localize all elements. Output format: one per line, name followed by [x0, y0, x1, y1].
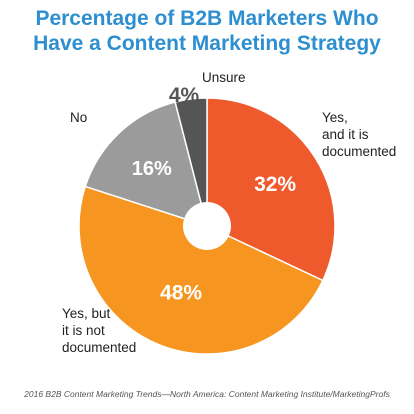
slice-category-label: Yes, and it is documented	[322, 110, 396, 159]
slice-unsure	[174, 97, 208, 227]
slice-value-label: 48%	[160, 281, 202, 304]
source-note: 2016 B2B Content Marketing Trends—North …	[24, 389, 390, 399]
slice-category-label: Yes, but it is not documented	[62, 306, 136, 355]
chart-title-line-1: Percentage of B2B Marketers Who	[35, 7, 379, 30]
slice-value-label: 16%	[132, 158, 172, 180]
chart-title: Percentage of B2B Marketers Who Have a C…	[0, 6, 414, 56]
slice-value-label: 32%	[254, 173, 296, 196]
chart-title-line-2: Have a Content Marketing Strategy	[33, 32, 381, 55]
slice-yes-but-it-is-not-documented	[78, 185, 324, 355]
slice-yes-and-it-is-documented	[206, 97, 336, 282]
donut-hole	[183, 202, 231, 250]
slice-category-label: Unsure	[202, 70, 246, 85]
slice-no	[84, 101, 209, 228]
slice-category-label: No	[70, 110, 87, 125]
slice-value-label: 4%	[169, 84, 200, 107]
